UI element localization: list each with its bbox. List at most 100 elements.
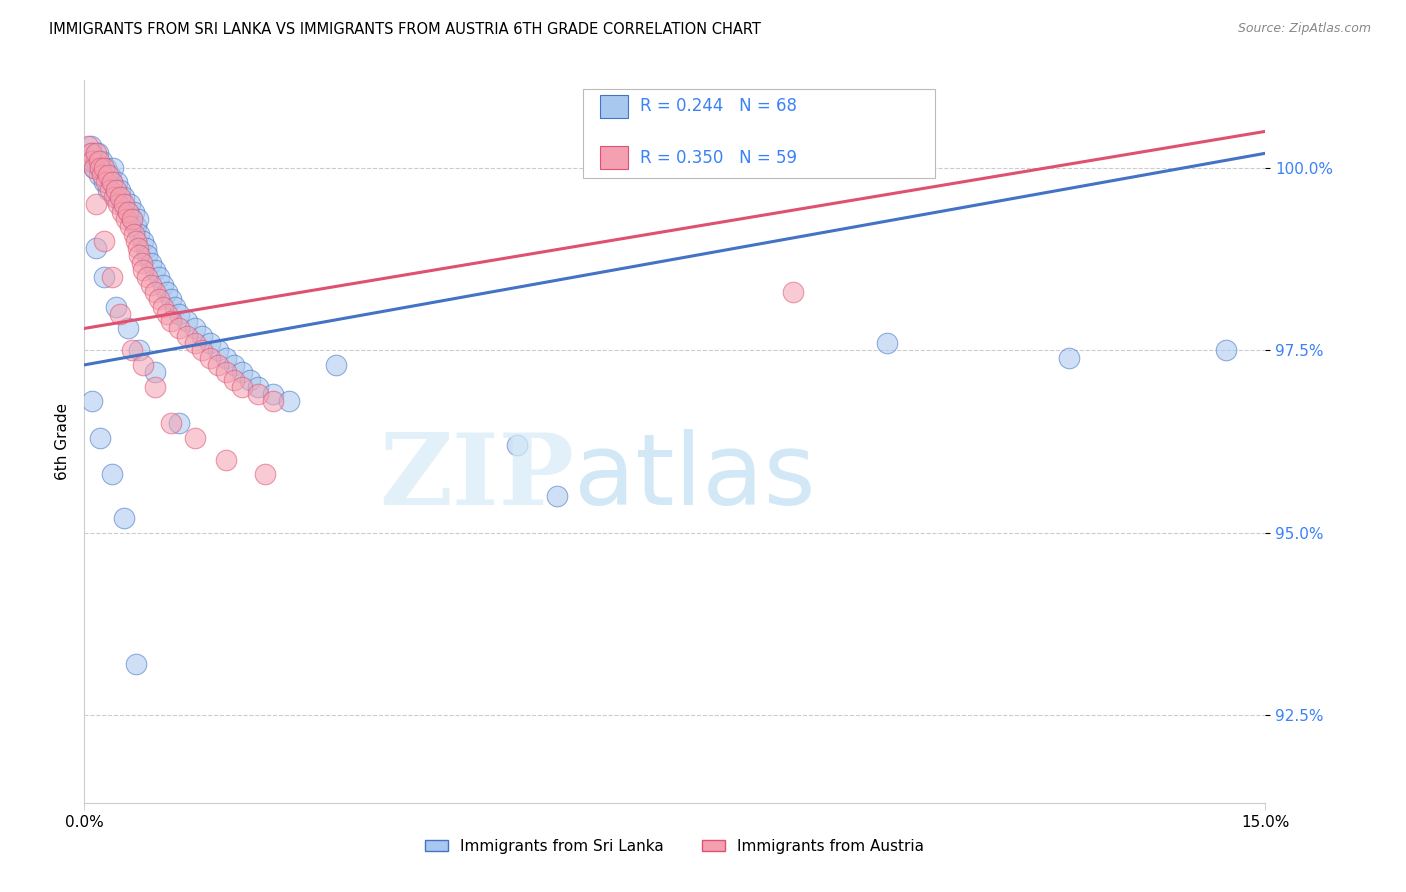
Point [121,211,143,226]
Point [215,365,238,379]
Point [156,285,179,299]
Point [1057,351,1080,365]
Point [108,307,131,321]
Point [118,197,141,211]
Point [98,168,121,182]
Point [98,183,121,197]
Point [108,190,131,204]
Point [135,241,157,255]
Point [117,204,139,219]
Point [167,321,190,335]
Point [1215,343,1237,358]
Point [136,270,159,285]
Point [183,321,205,335]
Point [115,211,138,226]
Point [167,307,190,321]
Point [83,161,105,175]
Point [160,314,183,328]
Point [124,657,146,672]
Point [546,489,568,503]
Point [200,351,222,365]
Point [90,168,112,182]
Point [160,417,183,431]
Point [176,314,198,328]
Point [94,161,117,175]
Point [84,241,107,255]
Point [167,417,190,431]
Point [246,387,269,401]
Point [136,248,159,262]
Point [82,153,104,168]
Point [122,227,145,241]
Point [96,176,118,190]
Point [101,467,124,482]
Point [262,394,284,409]
Y-axis label: 6th Grade: 6th Grade [55,403,70,480]
Legend: Immigrants from Sri Lanka, Immigrants from Austria: Immigrants from Sri Lanka, Immigrants fr… [419,833,931,860]
Point [143,285,166,299]
Point [176,328,198,343]
Point [215,452,238,467]
Point [132,263,155,277]
Point [112,190,135,204]
Point [148,270,170,285]
Point [231,365,253,379]
Point [152,277,174,292]
Point [87,168,110,182]
Point [82,146,104,161]
Point [160,292,183,306]
Point [183,431,205,445]
Point [104,300,127,314]
Point [111,197,134,211]
Text: ZIP: ZIP [380,429,575,526]
Point [93,161,115,175]
Point [127,241,149,255]
Point [200,336,222,351]
Point [128,248,150,262]
Point [131,256,153,270]
Point [231,380,253,394]
Text: IMMIGRANTS FROM SRI LANKA VS IMMIGRANTS FROM AUSTRIA 6TH GRADE CORRELATION CHART: IMMIGRANTS FROM SRI LANKA VS IMMIGRANTS … [49,22,761,37]
Point [118,219,141,234]
Text: R = 0.244   N = 68: R = 0.244 N = 68 [640,97,797,115]
Point [152,300,174,314]
Point [132,234,155,248]
Point [77,153,100,168]
Point [239,372,262,386]
Point [121,211,143,226]
Point [141,277,163,292]
Point [222,358,245,372]
Point [207,343,229,358]
Point [278,394,301,409]
Point [84,146,107,161]
Point [84,197,107,211]
Point [87,146,110,161]
Point [89,161,111,175]
Point [101,270,124,285]
Point [83,161,105,175]
Point [117,204,139,219]
Point [101,176,124,190]
Point [89,161,111,175]
Point [117,321,139,335]
Point [132,358,155,372]
Point [143,380,166,394]
Text: atlas: atlas [575,429,815,526]
Point [128,227,150,241]
Point [876,336,898,351]
Point [207,358,229,372]
Point [124,219,146,234]
Point [141,256,163,270]
Point [103,161,125,175]
Point [84,153,107,168]
Point [191,343,214,358]
Point [87,153,110,168]
Point [191,328,214,343]
Point [107,197,129,211]
Point [215,351,238,365]
Point [77,139,100,153]
Point [122,204,145,219]
Point [127,211,149,226]
Point [262,387,284,401]
Point [108,183,131,197]
